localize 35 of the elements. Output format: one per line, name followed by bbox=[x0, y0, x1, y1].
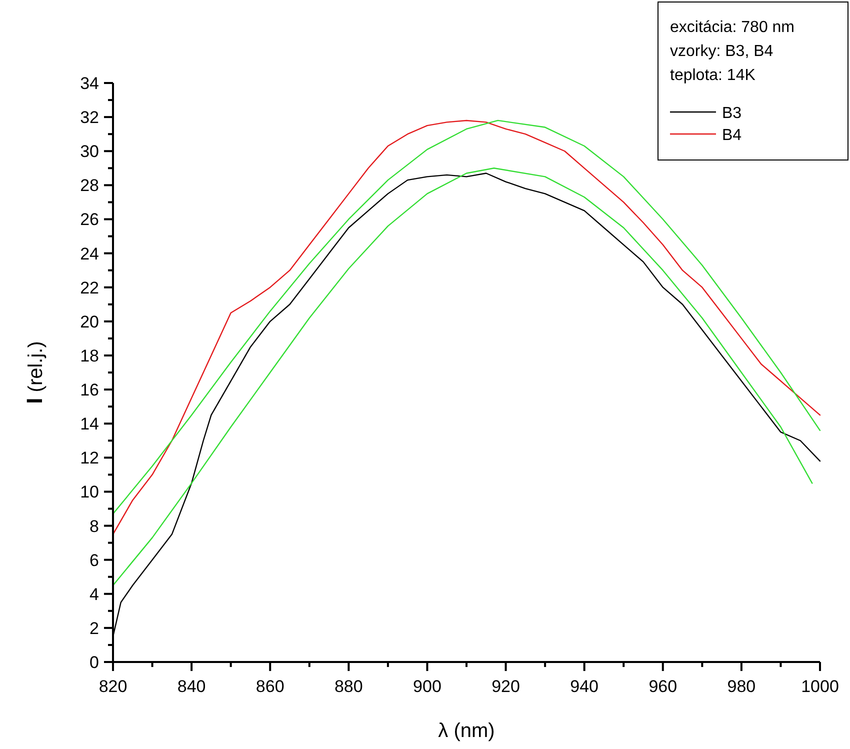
text: excitácia: 780 nm bbox=[670, 19, 795, 36]
x-tick-label: 840 bbox=[177, 677, 206, 696]
y-tick-label: 10 bbox=[80, 482, 99, 502]
y-tick-label: 26 bbox=[80, 210, 99, 230]
y-tick-label: 2 bbox=[90, 618, 99, 638]
y-tick-label: 24 bbox=[80, 244, 99, 264]
x-tick-label: 900 bbox=[413, 677, 442, 696]
x-tick-label: 880 bbox=[334, 677, 363, 696]
y-tick-label: 8 bbox=[90, 516, 99, 536]
y-tick-label: 28 bbox=[80, 176, 99, 196]
y-tick-label: 20 bbox=[80, 312, 99, 332]
y-axis-title: I (rel.j.) bbox=[22, 341, 47, 404]
y-tick-label: 32 bbox=[80, 108, 99, 128]
legend-label: B3 bbox=[722, 105, 742, 122]
x-tick-label: 820 bbox=[98, 677, 128, 696]
y-tick-label: 18 bbox=[80, 346, 99, 366]
x-tick-label: 860 bbox=[256, 677, 284, 696]
x-tick-label: 960 bbox=[648, 677, 678, 696]
y-tick-label: 30 bbox=[80, 142, 99, 162]
x-tick-label: 980 bbox=[727, 677, 756, 696]
x-tick-label: 940 bbox=[570, 677, 599, 696]
y-tick-label: 12 bbox=[80, 448, 99, 468]
annotation: teplota: 14K bbox=[670, 67, 756, 84]
y-tick-label: 34 bbox=[80, 74, 99, 93]
y-tick-label: 22 bbox=[80, 278, 99, 298]
y-tick-label: 14 bbox=[80, 414, 99, 434]
y-tick-label: 4 bbox=[90, 584, 99, 604]
x-tick-label: 920 bbox=[492, 677, 520, 696]
legend-label: B4 bbox=[722, 127, 742, 144]
x-tick-label: 1000 bbox=[801, 677, 839, 696]
x-axis-title: λ (nm) bbox=[438, 720, 495, 742]
y-tick-label: 6 bbox=[90, 550, 99, 570]
y-tick-label: 0 bbox=[90, 653, 99, 672]
y-tick-label: 16 bbox=[80, 380, 99, 400]
text: vzorky: B3, B4 bbox=[670, 43, 774, 60]
